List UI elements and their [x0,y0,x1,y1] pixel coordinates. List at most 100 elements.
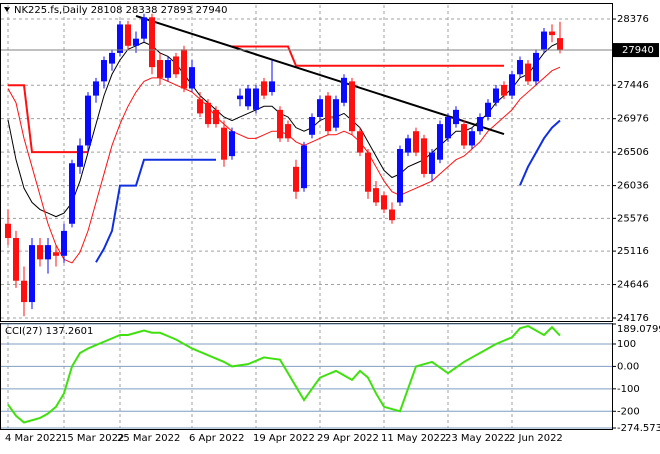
x-tick-label: 6 Apr 2022 [189,433,244,444]
candle-body [189,67,195,89]
candle-body [61,230,67,256]
candle-body [533,52,539,82]
x-tick-label: 4 Mar 2022 [5,433,62,444]
candle-body [421,138,427,174]
candle-body [397,149,403,203]
candle-body [517,60,523,75]
x-tick-label: 23 May 2022 [445,433,510,444]
candle-body [253,88,259,110]
candle-body [13,237,19,281]
candle-body [21,280,27,303]
candle-body [77,145,83,167]
candle-body [453,109,459,125]
candle-body [317,99,323,117]
candle-body [485,102,491,117]
candle-body [437,124,443,160]
candle-body [29,245,35,303]
candle-body [493,88,499,103]
cci-title: CCI(27) 137.2601 [5,326,93,337]
candle-body [69,163,75,224]
candle-body [165,60,171,78]
y-tick-label: 189.0799 [617,324,660,335]
x-tick-label: 29 Apr 2022 [317,433,379,444]
overlay-line [95,119,561,263]
y-tick-label: 0.00 [617,361,639,372]
y-tick-label: 24646 [617,280,649,291]
current-price-label: 27940 [622,45,654,56]
candle-body [477,116,483,132]
candle-body [333,99,339,128]
y-tick-label: 26036 [617,181,649,192]
candle-body [381,195,387,210]
candle-body [181,49,187,89]
candle-body [541,31,547,50]
candle-body [413,131,419,153]
candle-body [445,116,451,139]
y-tick-label: -274.573 [617,423,660,434]
candle-body [37,245,43,260]
candle-body [509,74,515,96]
candle-body [429,152,435,174]
candle-body [549,31,555,36]
candle-body [245,88,251,107]
y-tick-label: 24176 [617,313,649,324]
candle-body [277,109,283,139]
title-arrow [4,7,10,12]
candle-body [325,95,331,132]
candle-body [125,24,131,46]
candle-body [117,24,123,53]
price-panel-frame [0,3,613,322]
candle-body [557,38,563,51]
chart-title: NK225.fs,Daily 28108 28338 27893 27940 [14,5,227,16]
candle-body [373,188,379,203]
candle-body [221,127,227,160]
candle-body [469,131,475,146]
candle-body [5,223,11,238]
candle-body [93,81,99,96]
candle-body [269,81,275,93]
candle-body [173,56,179,75]
y-tick-label: 27446 [617,80,649,91]
candle-body [149,17,155,68]
candle-body [349,81,355,132]
y-tick-label: 25116 [617,246,649,257]
candle-body [205,102,211,125]
candle-body [141,17,147,39]
candle-body [293,166,299,192]
trendline [135,14,505,136]
candle-body [309,116,315,135]
candle-body [133,38,139,46]
candle-body [405,138,411,153]
candle-body [501,84,507,96]
candle-body [101,60,107,82]
y-tick-label: 100 [617,339,636,350]
candle-body [285,124,291,139]
candle-body [301,145,307,189]
candle-body [389,209,395,221]
candle-body [525,63,531,82]
candle-body [261,81,267,96]
y-tick-label: 26506 [617,147,649,158]
candle-body [213,109,219,125]
candle-body [53,252,59,256]
x-tick-label: 2 Jun 2022 [509,433,563,444]
y-tick-label: 28376 [617,14,649,25]
current-price-box [613,43,659,58]
candle-body [357,131,363,153]
overlay-line [8,45,504,154]
y-tick-label: 25576 [617,213,649,224]
y-tick-label: 26976 [617,114,649,125]
x-tick-label: 25 Mar 2022 [117,433,180,444]
candle-body [365,152,371,192]
y-tick-label: -100 [617,384,640,395]
candle-body [229,131,235,157]
overlay-line [7,41,561,218]
candle-body [109,52,115,64]
x-tick-label: 11 May 2022 [381,433,446,444]
y-tick-label: -200 [617,406,640,417]
candle-body [157,60,163,78]
candle-body [197,99,203,114]
candle-body [237,95,243,100]
